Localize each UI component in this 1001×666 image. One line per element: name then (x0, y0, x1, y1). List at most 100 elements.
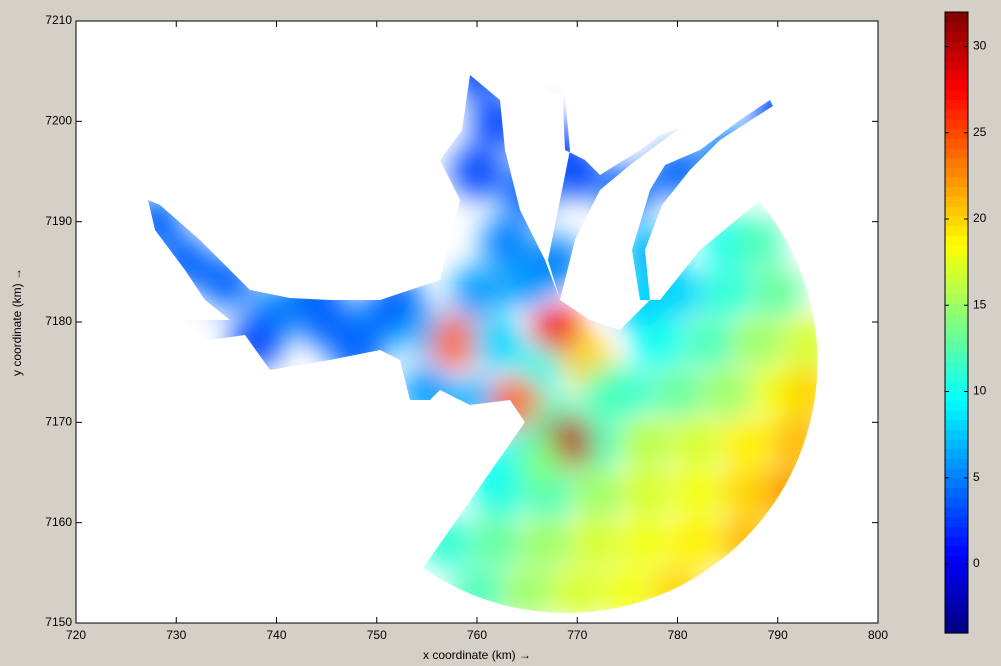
x-tick-label: 770 (567, 628, 587, 642)
field-cell (672, 467, 724, 519)
colorbar-step (945, 284, 968, 294)
colorbar-step (945, 352, 968, 362)
colorbar-step (945, 517, 968, 527)
colorbar-step (945, 187, 968, 197)
x-tick-label: 740 (266, 628, 286, 642)
field-cell (581, 366, 633, 418)
x-tick-label: 720 (66, 628, 86, 642)
colorbar-step (945, 264, 968, 274)
colorbar-step (945, 245, 968, 255)
colorbar-step (945, 487, 968, 497)
colorbar-step (945, 31, 968, 41)
colorbar-step (945, 449, 968, 459)
field-cell (752, 266, 804, 318)
y-axis-label: y coordinate (km) → (10, 268, 24, 376)
x-tick-label: 780 (667, 628, 687, 642)
colorbar-step (945, 584, 968, 594)
colorbar-step (945, 158, 968, 168)
field-cell (571, 517, 623, 569)
colorbar-step (945, 109, 968, 119)
colorbar-step (945, 293, 968, 303)
field-cell (672, 416, 724, 468)
x-tick-label: 750 (367, 628, 387, 642)
colorbar-tick-label: 5 (973, 470, 980, 484)
y-tick-label: 7210 (45, 13, 72, 27)
colorbar-step (945, 22, 968, 32)
colorbar-step (945, 429, 968, 439)
colorbar-step (945, 507, 968, 517)
colorbar-tick-label: 0 (973, 556, 980, 570)
colorbar-step (945, 420, 968, 430)
x-axis-label: x coordinate (km) → (423, 648, 531, 662)
colorbar-step (945, 323, 968, 333)
field-cell (672, 517, 724, 569)
colorbar-step (945, 167, 968, 177)
colorbar-tick-label: 10 (973, 384, 987, 398)
colorbar-step (945, 313, 968, 323)
x-tick-label: 800 (868, 628, 888, 642)
colorbar-step (945, 381, 968, 391)
field-cell (521, 517, 573, 569)
colorbar-step (945, 526, 968, 536)
colorbar-tick-label: 25 (973, 125, 987, 139)
field-cell (571, 467, 623, 519)
figure: 7207307407507607707807908007150716071707… (0, 0, 1001, 666)
colorbar-step (945, 177, 968, 187)
colorbar-step (945, 623, 968, 633)
colorbar-tick-label: 15 (973, 297, 987, 311)
colorbar-step (945, 216, 968, 226)
colorbar-step (945, 70, 968, 80)
field-cell (652, 366, 704, 418)
colorbar-step (945, 99, 968, 109)
colorbar-step (945, 128, 968, 138)
colorbar-step (945, 196, 968, 206)
colorbar-step (945, 361, 968, 371)
page: {"chart_data": { "type": "field", "xlabe… (0, 0, 1001, 666)
colorbar-step (945, 604, 968, 614)
colorbar-step (945, 206, 968, 216)
field-cell (451, 146, 503, 198)
field-cell (702, 266, 754, 318)
colorbar-step (945, 497, 968, 507)
field-cell (702, 366, 754, 418)
colorbar-step (945, 468, 968, 478)
colorbar-tick-label: 20 (973, 211, 987, 225)
colorbar-step (945, 594, 968, 604)
colorbar-step (945, 458, 968, 468)
colorbar-step (945, 575, 968, 585)
field-cell (722, 416, 774, 468)
colorbar-step (945, 439, 968, 449)
colorbar-step (945, 342, 968, 352)
colorbar-step (945, 614, 968, 624)
y-tick-label: 7170 (45, 415, 72, 429)
field-cell (621, 467, 673, 519)
y-tick-label: 7180 (45, 314, 72, 328)
colorbar-step (945, 565, 968, 575)
colorbar-step (945, 225, 968, 235)
field-cell (732, 316, 784, 368)
colorbar-step (945, 410, 968, 420)
colorbar-step (945, 235, 968, 245)
colorbar-step (945, 371, 968, 381)
field-cell (621, 416, 673, 468)
field-cell (621, 517, 673, 569)
colorbar-step (945, 400, 968, 410)
colorbar-step (945, 303, 968, 313)
x-tick-label: 790 (768, 628, 788, 642)
colorbar-step (945, 61, 968, 71)
colorbar-step (945, 138, 968, 148)
field-cell (471, 517, 523, 569)
colorbar-step (945, 478, 968, 488)
field-cell (551, 567, 603, 619)
y-tick-label: 7160 (45, 515, 72, 529)
colorbar-step (945, 148, 968, 158)
field-cell (451, 266, 503, 318)
colorbar-step (945, 546, 968, 556)
x-tick-label: 760 (467, 628, 487, 642)
colorbar-step (945, 119, 968, 129)
colorbar-step (945, 274, 968, 284)
colorbar-step (945, 332, 968, 342)
colorbar-step (945, 536, 968, 546)
colorbar-step (945, 51, 968, 61)
